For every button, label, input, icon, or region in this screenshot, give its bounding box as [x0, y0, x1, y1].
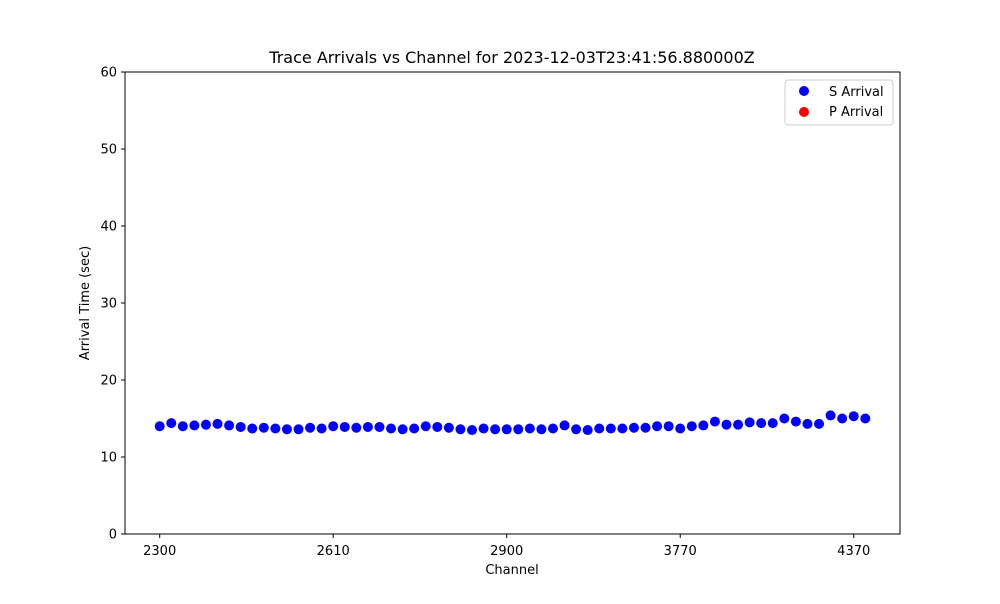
data-point-s-arrival	[848, 411, 859, 422]
y-tick-label: 50	[100, 143, 117, 158]
data-point-s-arrival	[617, 423, 628, 434]
legend-box	[784, 79, 894, 126]
x-tick-label: 2900	[490, 544, 523, 559]
data-point-s-arrival	[513, 424, 524, 435]
legend-label-p-arrival: P Arrival	[829, 105, 883, 120]
data-point-s-arrival	[698, 420, 709, 431]
data-point-s-arrival	[258, 422, 269, 433]
data-point-s-arrival	[559, 420, 570, 431]
data-point-s-arrival	[524, 423, 535, 434]
data-point-s-arrival	[663, 421, 674, 432]
data-point-s-arrival	[721, 419, 732, 430]
legend-marker-s-arrival	[799, 86, 809, 96]
data-point-s-arrival	[675, 423, 686, 434]
data-point-s-arrival	[189, 420, 200, 431]
y-axis-label: Arrival Time (sec)	[78, 246, 93, 360]
data-point-s-arrival	[432, 421, 443, 432]
y-axis-ticks: 0 10 20 30 40 50 60	[100, 66, 125, 543]
data-point-s-arrival	[790, 416, 801, 427]
legend-marker-p-arrival	[799, 107, 809, 117]
data-point-s-arrival	[733, 419, 744, 430]
data-point-s-arrival	[802, 418, 813, 429]
data-point-s-arrival	[362, 421, 373, 432]
data-point-s-arrival	[756, 418, 767, 429]
data-point-s-arrival	[582, 425, 593, 436]
y-tick-label: 10	[100, 451, 117, 466]
data-point-s-arrival	[628, 422, 639, 433]
data-point-s-arrival	[744, 417, 755, 428]
data-point-s-arrival	[270, 423, 281, 434]
data-point-s-arrival	[177, 421, 188, 432]
data-point-s-arrival	[652, 421, 663, 432]
data-point-s-arrival	[767, 418, 778, 429]
data-point-s-arrival	[386, 423, 397, 434]
data-point-s-arrival	[536, 424, 547, 435]
data-point-s-arrival	[212, 418, 223, 429]
data-point-s-arrival	[825, 410, 836, 421]
data-point-s-arrival	[328, 421, 339, 432]
data-point-s-arrival	[339, 421, 350, 432]
data-point-s-arrival	[571, 424, 582, 435]
x-axis-ticks: 2300 2610 2900 3770 4370	[143, 534, 870, 559]
data-point-s-arrival	[374, 421, 385, 432]
data-point-s-arrival	[154, 421, 165, 432]
legend-label-s-arrival: S Arrival	[829, 85, 884, 100]
data-point-s-arrival	[455, 424, 466, 435]
data-point-s-arrival	[316, 423, 327, 434]
data-point-s-arrival	[709, 416, 720, 427]
legend: S Arrival P Arrival	[784, 79, 894, 126]
y-tick-label: 60	[100, 66, 117, 81]
data-point-s-arrival	[397, 424, 408, 435]
data-point-s-arrival	[281, 424, 292, 435]
data-point-s-arrival	[409, 423, 420, 434]
data-point-s-arrival	[305, 422, 316, 433]
data-point-s-arrival	[640, 422, 651, 433]
data-point-s-arrival	[860, 413, 871, 424]
data-point-s-arrival	[814, 418, 825, 429]
data-point-s-arrival	[779, 413, 790, 424]
data-point-s-arrival	[247, 423, 258, 434]
data-point-s-arrival	[200, 419, 211, 430]
plot-points	[154, 410, 871, 436]
data-point-s-arrival	[293, 424, 304, 435]
x-tick-label: 2610	[317, 544, 350, 559]
x-tick-label: 4370	[837, 544, 870, 559]
y-tick-label: 20	[100, 374, 117, 389]
data-point-s-arrival	[837, 413, 848, 424]
data-point-s-arrival	[490, 424, 501, 435]
y-tick-label: 40	[100, 220, 117, 235]
data-point-s-arrival	[467, 425, 478, 436]
data-point-s-arrival	[166, 418, 177, 429]
data-point-s-arrival	[547, 423, 558, 434]
data-point-s-arrival	[594, 423, 605, 434]
x-tick-label: 3770	[664, 544, 697, 559]
data-point-s-arrival	[351, 422, 362, 433]
chart-title: Trace Arrivals vs Channel for 2023-12-03…	[268, 48, 754, 67]
data-point-s-arrival	[686, 421, 697, 432]
data-point-s-arrival	[501, 424, 512, 435]
x-axis-label: Channel	[485, 563, 538, 578]
plot-frame	[124, 71, 901, 535]
data-point-s-arrival	[605, 423, 616, 434]
x-tick-label: 2300	[143, 544, 176, 559]
data-point-s-arrival	[478, 423, 489, 434]
data-point-s-arrival	[235, 421, 246, 432]
y-tick-label: 0	[109, 528, 117, 543]
y-tick-label: 30	[100, 297, 117, 312]
data-point-s-arrival	[224, 420, 235, 431]
data-point-s-arrival	[443, 422, 454, 433]
data-point-s-arrival	[420, 421, 431, 432]
